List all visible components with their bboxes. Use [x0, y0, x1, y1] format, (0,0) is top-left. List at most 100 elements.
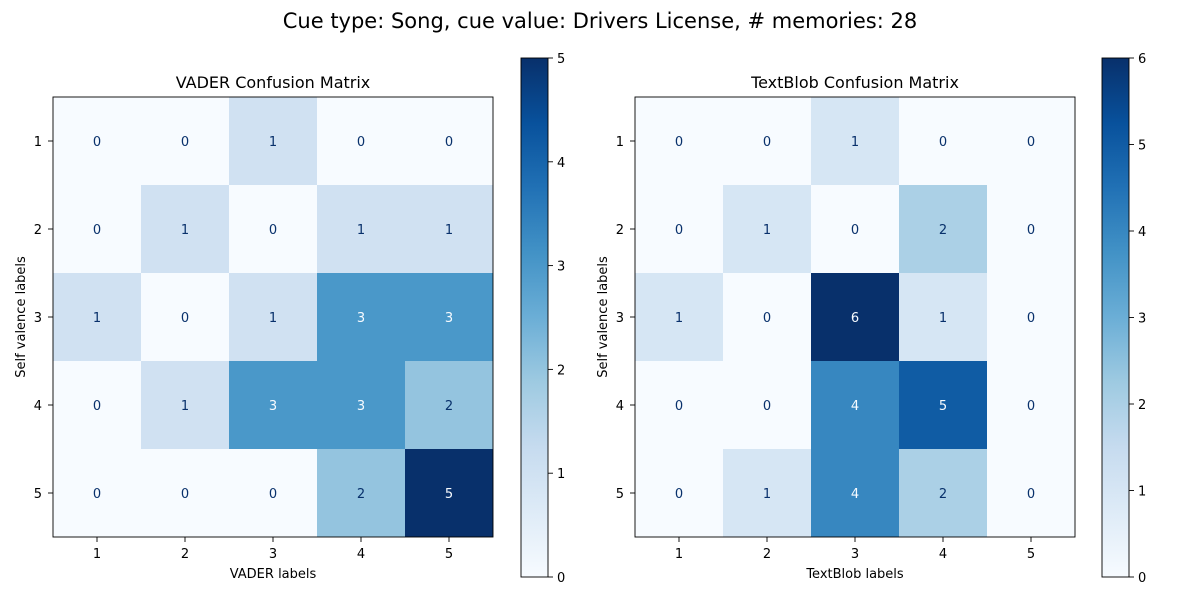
- textblob-cell-value: 0: [763, 399, 771, 414]
- vader-cell: [405, 97, 493, 185]
- textblob-cell: [723, 449, 811, 537]
- textblob-cell-value: 1: [763, 487, 771, 502]
- textblob-y-tick-label: 2: [616, 223, 624, 238]
- vader-cell: [317, 361, 405, 449]
- vader-cell-value: 0: [445, 135, 453, 150]
- textblob-cell-value: 6: [851, 311, 859, 326]
- textblob-cell: [987, 361, 1075, 449]
- textblob-y-axis-label: Self valence labels: [596, 256, 611, 378]
- textblob-cell-value: 0: [939, 135, 947, 150]
- vader-cell: [53, 97, 141, 185]
- textblob-cell-value: 4: [851, 487, 859, 502]
- figure-suptitle: Cue type: Song, cue value: Drivers Licen…: [283, 9, 917, 33]
- textblob-cell: [811, 185, 899, 273]
- textblob-x-tick-label: 4: [939, 547, 947, 562]
- vader-y-axis-label: Self valence labels: [14, 256, 29, 378]
- vader-y-tick-label: 5: [34, 487, 42, 502]
- textblob-cell-value: 4: [851, 399, 859, 414]
- textblob-y-tick-label: 4: [616, 399, 624, 414]
- vader-cell: [229, 185, 317, 273]
- vader-cell-value: 1: [93, 311, 101, 326]
- vader-cell-value: 0: [269, 487, 277, 502]
- vader-cell-value: 1: [269, 135, 277, 150]
- textblob-cell: [811, 361, 899, 449]
- textblob-cell-value: 0: [675, 399, 683, 414]
- textblob-cell: [811, 449, 899, 537]
- vader-x-axis-label: VADER labels: [230, 567, 317, 582]
- textblob-cell-value: 0: [1027, 399, 1035, 414]
- vader-cell-value: 0: [181, 311, 189, 326]
- textblob-cell: [987, 449, 1075, 537]
- textblob-cell: [811, 97, 899, 185]
- textblob-cell-value: 0: [763, 135, 771, 150]
- textblob-cell: [635, 97, 723, 185]
- textblob-cell: [635, 361, 723, 449]
- vader-cell: [229, 273, 317, 361]
- vader-cell: [141, 273, 229, 361]
- vader-cell: [405, 449, 493, 537]
- vader-x-tick-label: 3: [269, 547, 277, 562]
- textblob-cell-value: 0: [675, 135, 683, 150]
- vader-cell-value: 3: [357, 399, 365, 414]
- vader-colorbar: [520, 57, 549, 578]
- vader-colorbar-tick-label: 0: [557, 571, 565, 586]
- vader-cell-value: 0: [181, 135, 189, 150]
- vader-cell-value: 0: [93, 487, 101, 502]
- vader-cell-value: 3: [445, 311, 453, 326]
- vader-confusion-matrix: 0 0 1 0 0 0 1 0 1 1 1 0 1 3 3 0 1 3 3 2 0 0 0 2 5 1 2 3 4 5 1 2 3 4 5 VADER…: [14, 52, 565, 586]
- vader-y-tick-label: 1: [34, 135, 42, 150]
- vader-colorbar-tick-label: 4: [557, 156, 565, 171]
- vader-cell: [141, 361, 229, 449]
- textblob-cell: [635, 449, 723, 537]
- textblob-colorbar-tick-label: 1: [1138, 485, 1146, 500]
- vader-cell-value: 5: [445, 487, 453, 502]
- textblob-cell: [723, 185, 811, 273]
- vader-cell: [317, 97, 405, 185]
- textblob-cell-value: 1: [675, 311, 683, 326]
- textblob-x-tick-label: 5: [1027, 547, 1035, 562]
- vader-cell-value: 1: [181, 223, 189, 238]
- textblob-cell: [899, 273, 987, 361]
- textblob-chart-title: TextBlob Confusion Matrix: [750, 73, 959, 92]
- textblob-cell-value: 2: [939, 223, 947, 238]
- textblob-cell: [987, 273, 1075, 361]
- textblob-cell-value: 5: [939, 399, 947, 414]
- textblob-cell: [635, 185, 723, 273]
- textblob-cell-value: 0: [675, 487, 683, 502]
- textblob-colorbar: [1101, 57, 1130, 578]
- vader-colorbar-tick-label: 3: [557, 260, 565, 275]
- vader-cell-value: 1: [445, 223, 453, 238]
- vader-cell-value: 2: [357, 487, 365, 502]
- vader-cell-value: 1: [357, 223, 365, 238]
- vader-y-tick-label: 3: [34, 311, 42, 326]
- textblob-cell-value: 1: [763, 223, 771, 238]
- vader-y-tick-label: 2: [34, 223, 42, 238]
- textblob-colorbar-tick-label: 4: [1138, 225, 1146, 240]
- vader-cell: [141, 449, 229, 537]
- vader-colorbar-tick-label: 2: [557, 363, 565, 378]
- vader-chart-title: VADER Confusion Matrix: [176, 73, 371, 92]
- textblob-cell: [987, 185, 1075, 273]
- textblob-cell-value: 2: [939, 487, 947, 502]
- textblob-x-tick-label: 3: [851, 547, 859, 562]
- vader-x-tick-label: 2: [181, 547, 189, 562]
- textblob-cell-value: 0: [1027, 223, 1035, 238]
- vader-cell: [53, 185, 141, 273]
- vader-cell: [317, 185, 405, 273]
- vader-colorbar-tick-label: 5: [557, 52, 565, 67]
- vader-cell: [141, 97, 229, 185]
- vader-colorbar-tick-label: 1: [557, 467, 565, 482]
- vader-cell: [141, 185, 229, 273]
- vader-cell: [317, 273, 405, 361]
- vader-cell: [317, 449, 405, 537]
- textblob-x-tick-label: 1: [675, 547, 683, 562]
- vader-cell-value: 3: [269, 399, 277, 414]
- textblob-cell: [899, 185, 987, 273]
- textblob-cell: [899, 449, 987, 537]
- vader-cell: [405, 185, 493, 273]
- vader-cell-value: 0: [93, 135, 101, 150]
- vader-cell: [405, 273, 493, 361]
- vader-cell-value: 1: [269, 311, 277, 326]
- textblob-colorbar-tick-label: 2: [1138, 398, 1146, 413]
